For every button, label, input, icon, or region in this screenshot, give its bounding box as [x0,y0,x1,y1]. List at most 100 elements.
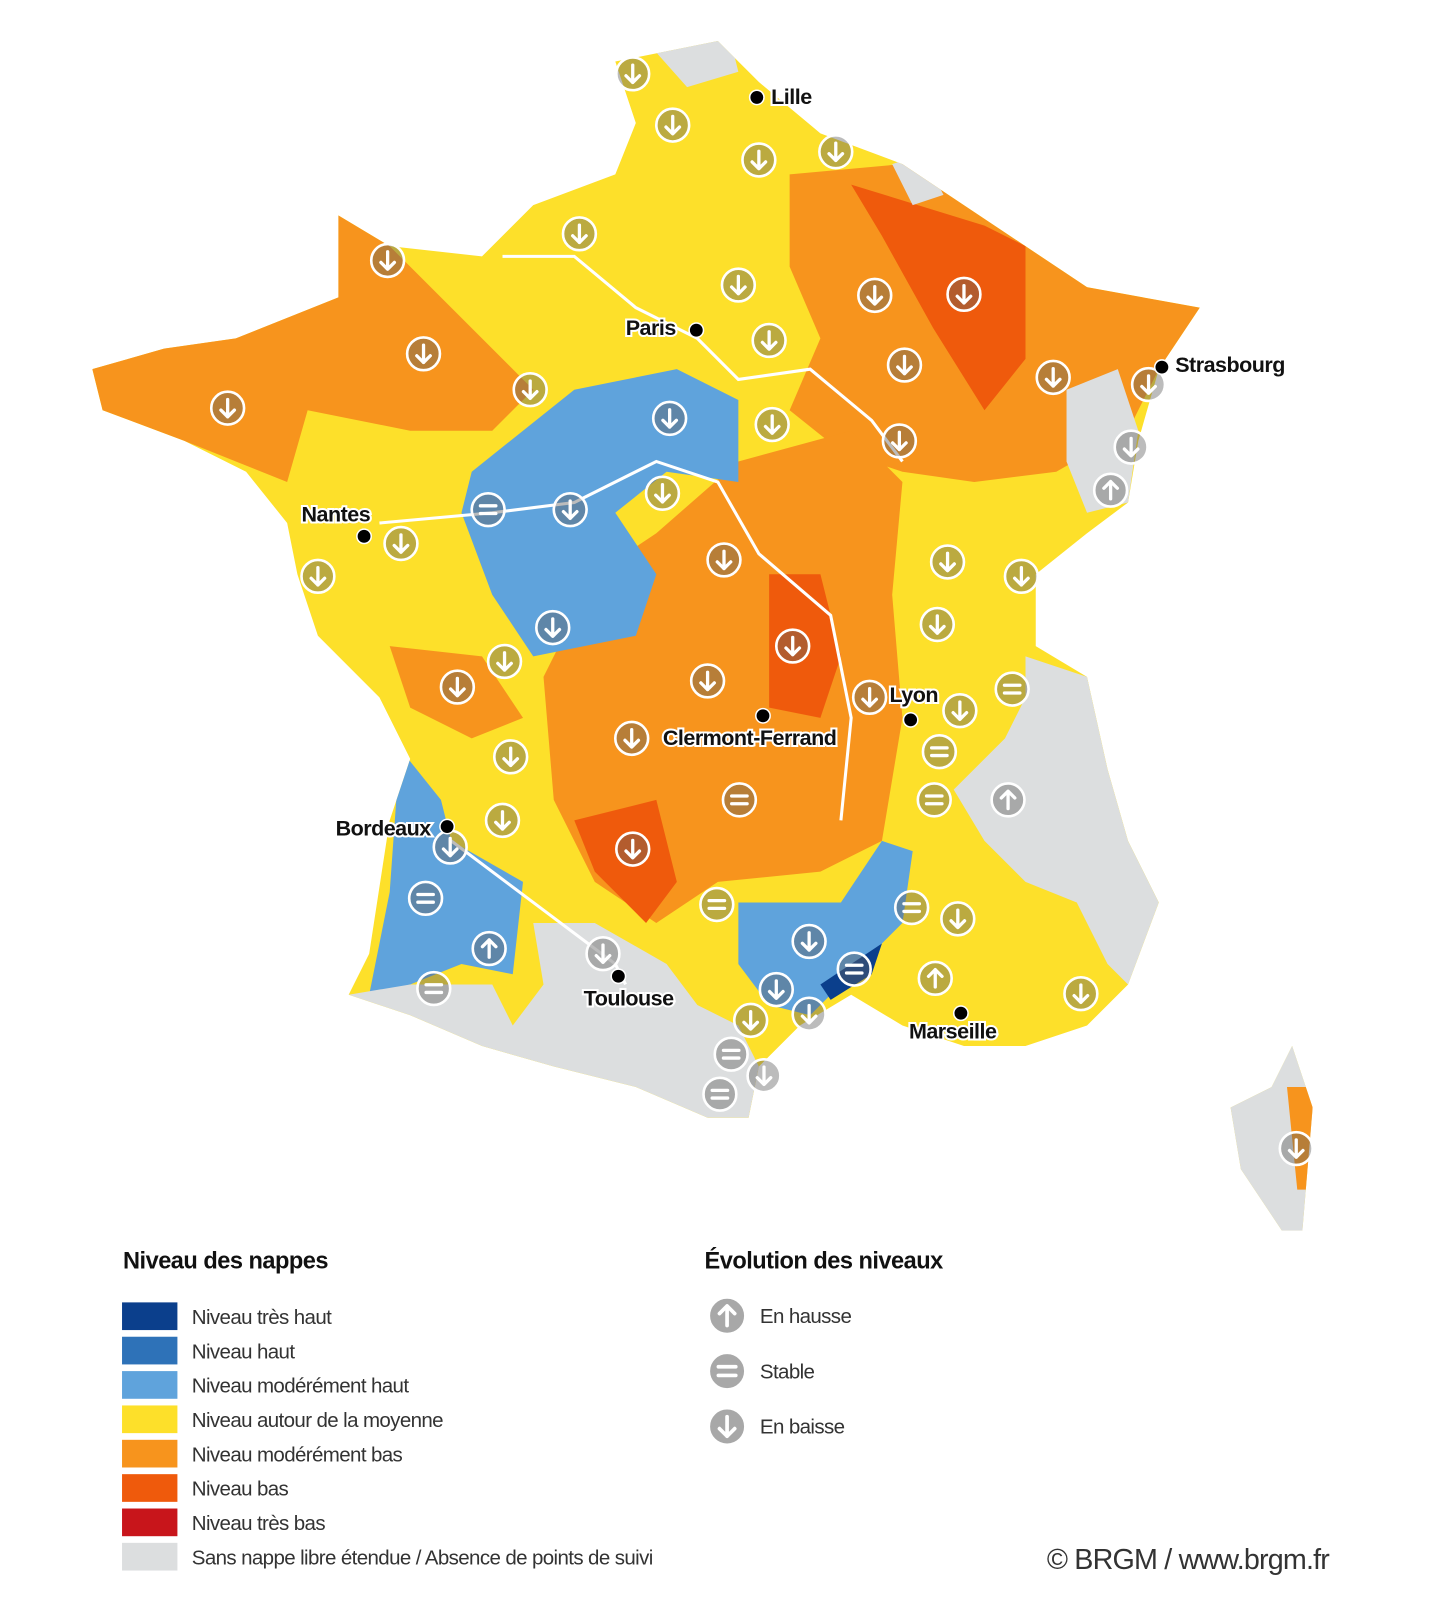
icon-arrow [1072,983,1090,1005]
icon-arrow [1140,374,1157,395]
trend-icon [707,1406,748,1447]
icon-arrow [1287,1138,1305,1159]
city-dot [1153,359,1170,376]
icon-arrow [926,967,944,989]
trend-icon [416,970,452,1007]
icon-arrow [219,397,237,419]
legend-label: Stable [760,1360,815,1383]
trend-icon [702,1076,738,1112]
icon-circle [721,782,758,818]
icon-arrow [392,533,410,554]
icon-arrow [760,330,778,351]
legend-title: Évolution des niveaux [705,1247,944,1274]
icon-circle [707,1351,748,1392]
region-none [892,153,944,206]
icon-arrow [750,149,768,171]
trend-icon [940,901,976,937]
icon-arrow [309,566,327,587]
legend: Niveau des nappes Évolution des niveaux … [122,1247,944,1571]
icon-circle [994,671,1030,707]
city-dot [748,89,765,106]
trend-icon [746,1058,782,1094]
trend-icon [512,371,548,408]
city-dot [439,818,456,835]
legend-label: En baisse [760,1416,845,1439]
trend-icon [655,107,691,143]
legend-label: Niveau haut [192,1340,296,1363]
trend-icon [921,733,958,770]
trend-icon [383,525,419,562]
legend-swatch [122,1336,178,1365]
region-none [348,922,759,1118]
trend-icon [209,390,246,426]
trend-icon [751,322,787,359]
icon-arrow [951,700,969,721]
trend-icon [946,276,982,313]
icon-arrow [949,908,967,930]
icon-arrow [561,499,579,521]
trend-icon [916,782,952,818]
region-low [851,184,1026,411]
trend-icon [1278,1130,1314,1167]
icon-arrow [729,274,747,296]
trend-icon [699,886,735,923]
trend-icon [369,242,406,279]
trend-icon [486,643,523,680]
trend-icon [644,475,681,511]
trend-icon [919,606,956,643]
trend-icon [561,216,598,252]
trend-icon [300,558,336,595]
trend-icon [942,692,978,729]
legend-swatch [122,1439,178,1468]
icon-arrow [755,1065,773,1087]
trend-icon [432,829,468,865]
trend-icon [471,930,507,967]
trend-icon [484,802,521,839]
icon-arrow [1122,436,1140,458]
icon-arrow [717,1414,737,1439]
trend-icon [706,542,742,578]
trend-icon [774,628,811,664]
icon-arrow [1102,479,1120,501]
icon-arrow [866,285,884,306]
city-label: Lyon [889,683,938,707]
river [502,254,904,463]
icon-arrow [715,549,733,571]
icon-arrow [496,651,513,672]
trend-icon [851,679,888,716]
trend-icon [407,880,444,917]
icon-arrow [594,943,612,965]
trend-icon [1003,558,1040,595]
icon-circle [916,782,952,818]
trend-icon [929,544,966,580]
trend-icon [585,935,621,972]
icon-circle [416,970,452,1007]
icon-arrow [441,836,459,858]
region-none [953,656,1159,985]
trend-icon [791,996,827,1032]
icon-arrow [623,728,641,749]
icon-arrow [767,979,785,1000]
credit: © BRGM / www.brgm.fr [1047,1544,1330,1576]
icon-arrow [827,141,845,163]
icon-arrow [861,687,879,708]
icon-arrow [890,430,908,452]
icon-circle [921,733,958,770]
legend-swatch [122,1405,178,1434]
trend-icon [917,960,953,997]
trend-icon [615,56,651,92]
trend-icon [1035,359,1071,396]
icon-arrow [624,63,642,85]
region-mod-low [92,215,534,482]
trend-icon [721,782,758,818]
icon-arrow [379,250,397,271]
legend-label: Niveau autour de la moyenne [192,1409,443,1432]
icon-arrow [448,676,466,698]
icon-circle [407,880,444,917]
city-label: Nantes [302,503,371,527]
trend-icon [707,1351,748,1392]
legend-label: Niveau bas [192,1478,289,1501]
trend-icon [535,609,571,646]
icon-arrow [654,482,671,504]
